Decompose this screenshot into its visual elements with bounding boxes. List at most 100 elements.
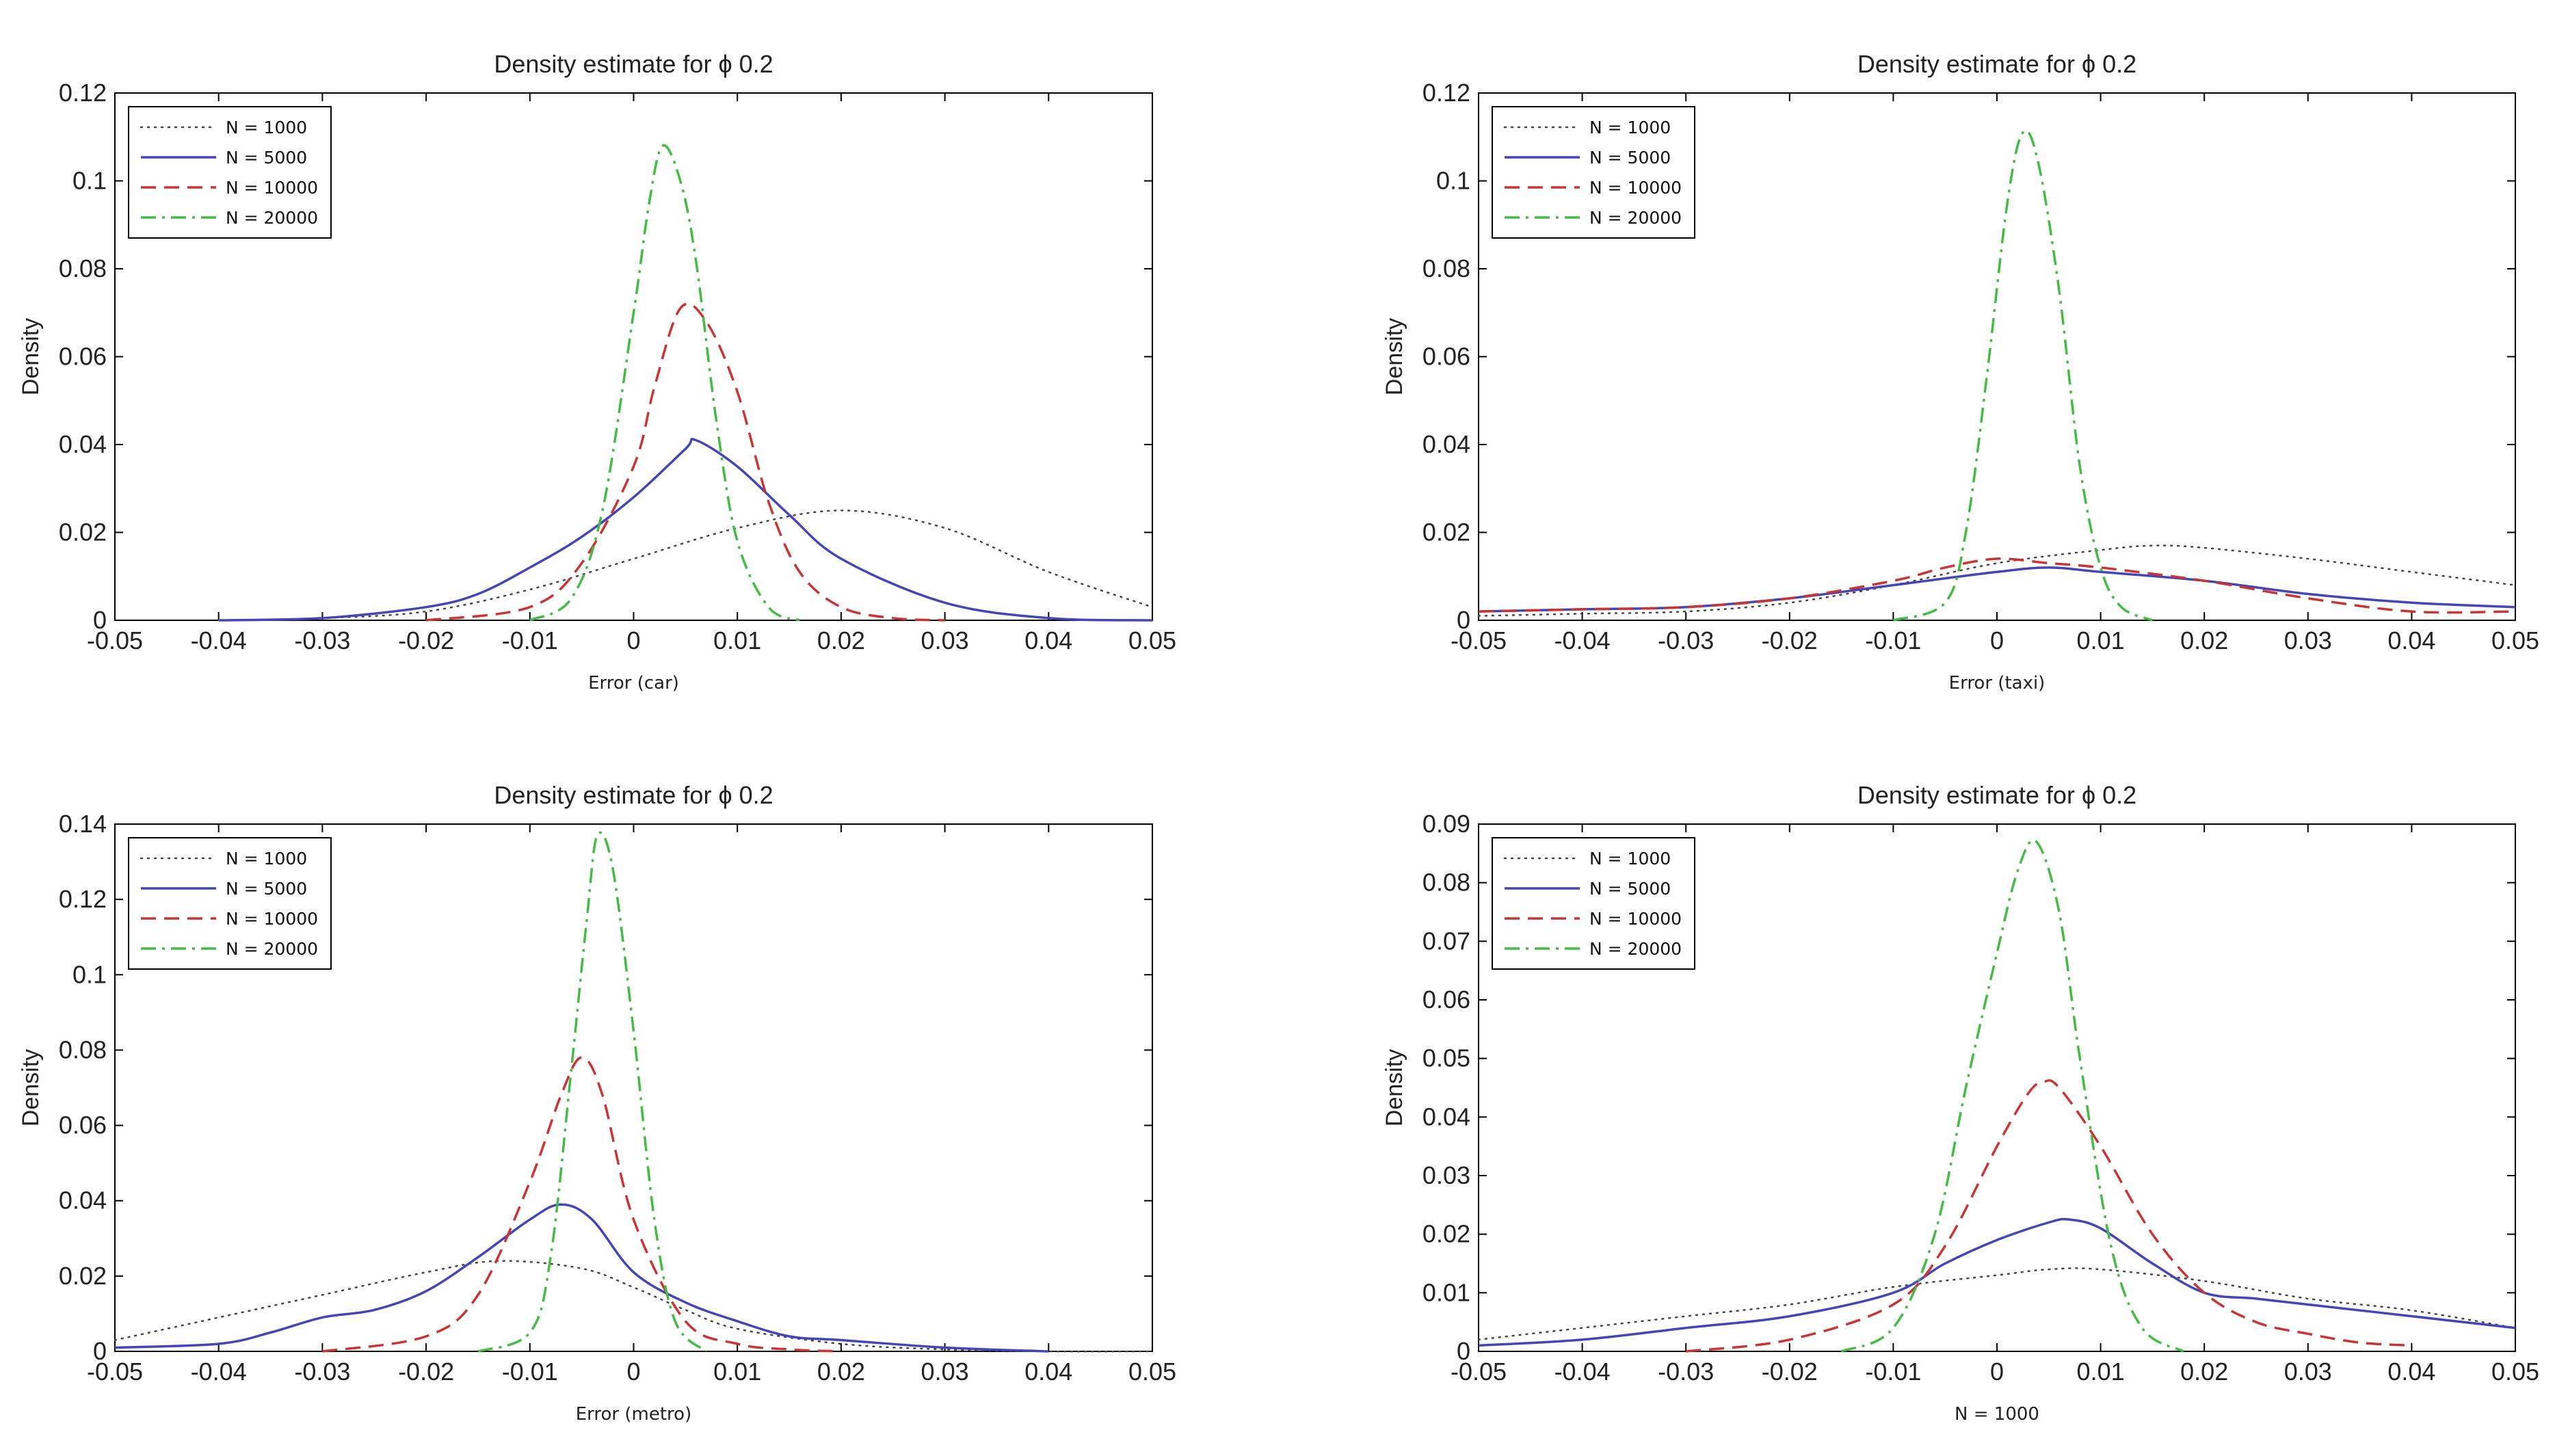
x-tick-label: -0.02 bbox=[398, 1358, 454, 1386]
legend-entry-label: N = 10000 bbox=[1589, 909, 1682, 929]
y-tick-label: 0.09 bbox=[1422, 810, 1470, 838]
y-axis-label: Density bbox=[18, 1049, 44, 1126]
chart-title: Density estimate for ϕ 0.2 bbox=[1857, 781, 2136, 809]
x-axis-label: Error (metro) bbox=[576, 1404, 691, 1425]
legend-entry-label: N = 10000 bbox=[1589, 178, 1682, 198]
x-tick-label: 0.02 bbox=[2180, 1358, 2228, 1386]
chart-title: Density estimate for ϕ 0.2 bbox=[494, 781, 773, 809]
series-line-1 bbox=[114, 1203, 1049, 1353]
series-line-0 bbox=[114, 1260, 1154, 1353]
x-tick-label: -0.01 bbox=[1865, 1358, 1921, 1386]
series-line-1 bbox=[1478, 566, 2516, 613]
y-tick-label: 0 bbox=[93, 1337, 107, 1365]
x-tick-label: 0.03 bbox=[921, 626, 969, 654]
x-tick-label: -0.01 bbox=[502, 1358, 558, 1386]
series-line-0 bbox=[217, 509, 1154, 622]
x-tick-label: -0.05 bbox=[1451, 1358, 1507, 1386]
y-tick-label: 0.12 bbox=[59, 79, 107, 107]
legend-entry-label: N = 5000 bbox=[1589, 879, 1671, 899]
legend-box bbox=[1492, 106, 1695, 239]
chart-3: Density estimate for ϕ 0.2 Density N = 100… bbox=[1381, 781, 2539, 1425]
x-tick-label: 0.01 bbox=[2077, 626, 2125, 654]
x-tick-label: 0.05 bbox=[2491, 626, 2539, 654]
x-tick-label: 0 bbox=[1990, 1358, 2004, 1386]
chart-1: Density estimate for ϕ 0.2 Density Error (… bbox=[1381, 50, 2539, 693]
x-tick-label: 0.05 bbox=[2491, 1358, 2539, 1386]
series-line-0 bbox=[1477, 544, 2517, 617]
x-tick-label: 0.01 bbox=[713, 626, 761, 654]
y-tick-label: 0.1 bbox=[72, 960, 107, 988]
chart-0: Density estimate for ϕ 0.2 Density Error (… bbox=[18, 50, 1176, 693]
x-tick-label: -0.04 bbox=[1554, 626, 1611, 654]
y-tick-label: 0.01 bbox=[1422, 1278, 1470, 1306]
x-tick-label: -0.02 bbox=[1762, 1358, 1818, 1386]
y-tick-label: 0.04 bbox=[59, 430, 107, 458]
legend-entry-label: N = 10000 bbox=[226, 178, 318, 198]
legend-entry-label: N = 1000 bbox=[1589, 118, 1671, 137]
y-tick-label: 0.06 bbox=[1422, 985, 1470, 1014]
x-tick-label: 0.04 bbox=[1024, 1358, 1072, 1386]
legend-entry-label: N = 1000 bbox=[1589, 849, 1671, 869]
x-tick-label: 0.02 bbox=[2180, 626, 2228, 654]
y-tick-label: 0 bbox=[1457, 1337, 1470, 1365]
x-tick-label: -0.02 bbox=[398, 626, 454, 654]
series-line-0 bbox=[1477, 1267, 2517, 1341]
legend-entry-label: N = 20000 bbox=[1589, 208, 1682, 228]
x-tick-label: -0.03 bbox=[294, 1358, 350, 1386]
y-tick-label: 0.04 bbox=[59, 1187, 107, 1215]
x-axis-label: Error (taxi) bbox=[1949, 673, 2046, 693]
y-tick-label: 0.06 bbox=[59, 343, 107, 371]
x-tick-label: 0.03 bbox=[2284, 1358, 2332, 1386]
y-tick-label: 0.07 bbox=[1422, 927, 1470, 955]
y-tick-label: 0 bbox=[1457, 606, 1470, 634]
x-tick-label: 0.02 bbox=[817, 1358, 865, 1386]
chart-title: Density estimate for ϕ 0.2 bbox=[494, 50, 773, 78]
y-tick-label: 0.05 bbox=[1422, 1044, 1470, 1072]
x-tick-label: -0.05 bbox=[87, 1358, 143, 1386]
legend-entry-label: N = 5000 bbox=[1589, 148, 1671, 168]
legend-entry-label: N = 20000 bbox=[226, 939, 318, 959]
legend-entry-label: N = 20000 bbox=[226, 208, 318, 228]
y-axis-label: Density bbox=[1381, 318, 1407, 395]
x-tick-label: -0.03 bbox=[1658, 1358, 1714, 1386]
x-tick-label: -0.03 bbox=[1658, 626, 1714, 654]
y-tick-label: 0.08 bbox=[1422, 869, 1470, 897]
x-tick-label: -0.04 bbox=[191, 1358, 247, 1386]
x-axis-label: N = 1000 bbox=[1955, 1404, 2039, 1425]
x-tick-label: -0.02 bbox=[1762, 626, 1818, 654]
x-tick-label: 0.05 bbox=[1128, 1358, 1176, 1386]
y-tick-label: 0.1 bbox=[72, 167, 107, 195]
x-tick-label: -0.01 bbox=[1865, 626, 1921, 654]
y-tick-label: 0.06 bbox=[59, 1111, 107, 1139]
legend-entry-label: N = 1000 bbox=[226, 849, 307, 869]
x-tick-label: 0.04 bbox=[2387, 626, 2435, 654]
legend-entry-label: N = 10000 bbox=[226, 909, 318, 929]
series-line-3 bbox=[1840, 838, 2184, 1353]
series-line-2 bbox=[425, 302, 945, 622]
y-tick-label: 0.03 bbox=[1422, 1161, 1470, 1189]
legend-entry-label: N = 1000 bbox=[226, 118, 307, 137]
legend-entry-label: N = 5000 bbox=[226, 148, 307, 168]
x-tick-label: 0 bbox=[626, 626, 640, 654]
y-tick-label: 0.1 bbox=[1436, 167, 1470, 195]
x-tick-label: -0.04 bbox=[191, 626, 247, 654]
y-tick-label: 0.08 bbox=[59, 1035, 107, 1063]
y-tick-label: 0.02 bbox=[59, 518, 107, 546]
y-tick-label: 0.12 bbox=[59, 885, 107, 913]
x-tick-label: -0.03 bbox=[294, 626, 350, 654]
y-tick-label: 0.08 bbox=[1422, 254, 1470, 282]
x-tick-label: 0.01 bbox=[713, 1358, 761, 1386]
legend-entry-label: N = 20000 bbox=[1589, 939, 1682, 959]
y-tick-label: 0.06 bbox=[1422, 343, 1470, 371]
series-line-2 bbox=[1686, 1079, 2412, 1353]
series-line-1 bbox=[218, 438, 1153, 622]
series-line-3 bbox=[529, 144, 800, 622]
x-tick-label: -0.04 bbox=[1554, 1358, 1611, 1386]
y-tick-label: 0.04 bbox=[1422, 430, 1470, 458]
legend: N = 1000 N = 5000 N = 10000 N = 20000 bbox=[1492, 106, 1695, 239]
x-tick-label: -0.05 bbox=[87, 626, 143, 654]
x-tick-label: 0.04 bbox=[2387, 1358, 2435, 1386]
x-axis-label: Error (car) bbox=[588, 673, 679, 693]
y-axis-label: Density bbox=[1381, 1049, 1407, 1126]
